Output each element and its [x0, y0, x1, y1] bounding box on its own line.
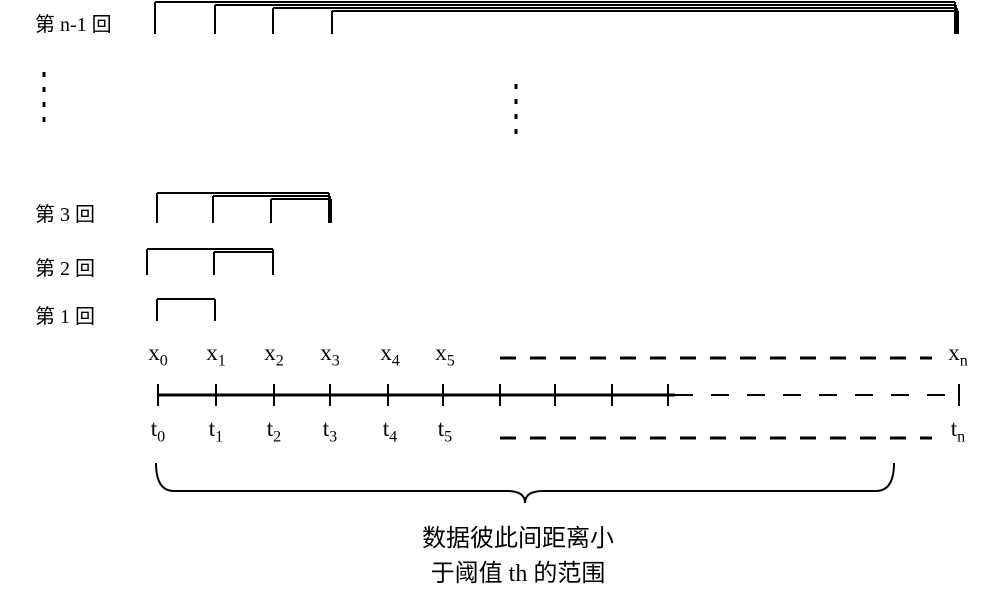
diagram-stage: x0 x1 x2 x3 x4 x5 xn t0 t1 t2 t3 t4 t5 tn 第 1 回 第 2 回 第 …: [0, 0, 1000, 598]
t-label: t2: [267, 416, 281, 447]
row-label: 第 1 回: [35, 300, 95, 329]
x-label: x4: [380, 340, 400, 371]
t-label: t4: [383, 416, 397, 447]
t-label: t3: [323, 416, 337, 447]
t-label: t0: [151, 416, 165, 447]
x-label: xn: [948, 340, 968, 371]
x-label: x0: [148, 340, 168, 371]
row-label: 第 2 回: [35, 252, 95, 281]
t-label: t5: [438, 416, 452, 447]
caption-line: 数据彼此间距离小: [422, 518, 614, 553]
row-label: 第 3 回: [35, 198, 95, 227]
x-label: x2: [264, 340, 284, 371]
x-label: x5: [435, 340, 455, 371]
diagram-svg: [0, 0, 1000, 598]
t-label: tn: [951, 416, 965, 447]
x-label: x1: [206, 340, 226, 371]
x-label: x3: [320, 340, 340, 371]
row-label: 第 n-1 回: [35, 8, 112, 37]
caption-line: 于阈值 th 的范围: [431, 553, 606, 588]
t-label: t1: [209, 416, 223, 447]
